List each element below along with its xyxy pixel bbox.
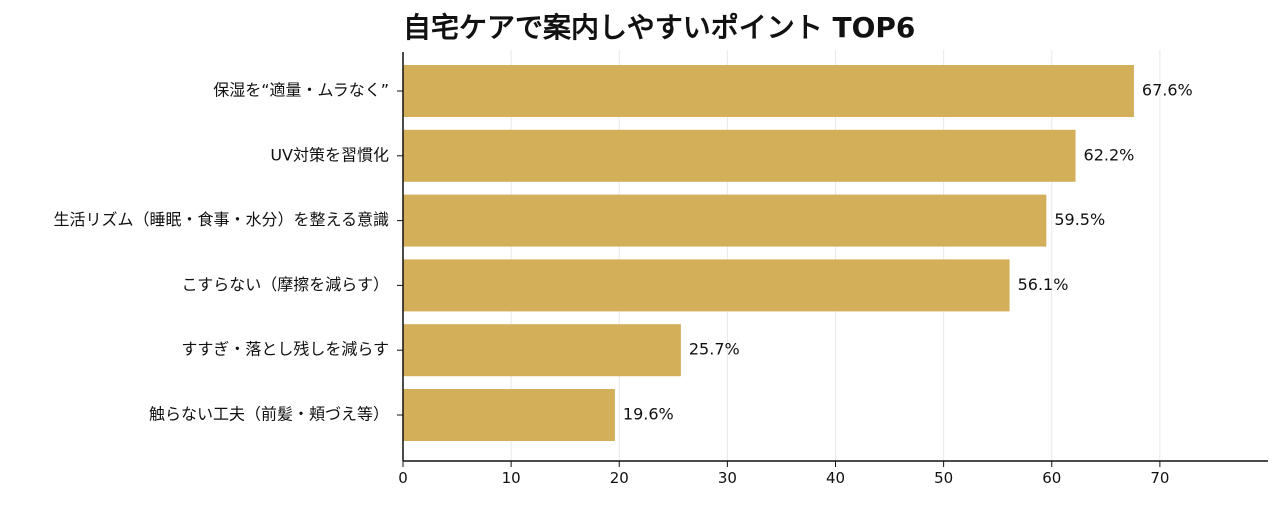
bar (403, 65, 1134, 117)
bar (403, 389, 615, 441)
bar (403, 324, 681, 377)
category-label: 保湿を“適量・ムラなく” (213, 81, 389, 100)
x-tick-label: 10 (502, 469, 521, 487)
value-label: 62.2% (1084, 145, 1135, 164)
labels-layer: 保湿を“適量・ムラなく” 67.6% UV対策を習慣化 62.2% 生活リズム（睡眠・食… (53, 81, 1192, 424)
bar (403, 194, 1047, 247)
bars-layer (403, 65, 1134, 441)
x-tick-label: 70 (1150, 469, 1169, 487)
value-label: 56.1% (1018, 275, 1069, 294)
x-tick-label: 50 (934, 469, 953, 487)
category-label: すすぎ・落とし残しを減らす (181, 340, 389, 359)
bar (403, 259, 1010, 312)
category-label: こすらない（摩擦を減らす） (182, 275, 389, 294)
bar (403, 129, 1076, 182)
value-label: 25.7% (689, 340, 740, 359)
category-label: 生活リズム（睡眠・食事・水分）を整える意識 (53, 210, 389, 229)
category-label: UV対策を習慣化 (270, 145, 389, 164)
x-tick-label: 40 (826, 469, 845, 487)
x-axis: 0 10 20 30 40 50 60 70 (398, 52, 1268, 487)
chart-title: 自宅ケアで案内しやすいポイント TOP6 (403, 11, 915, 44)
x-tick-label: 30 (718, 469, 737, 487)
grid-layer (510, 50, 1161, 461)
x-tick-label: 60 (1042, 469, 1061, 487)
x-tick-label: 20 (610, 469, 629, 487)
category-label: 触らない工夫（前髪・頬づえ等） (149, 405, 389, 424)
value-label: 67.6% (1142, 81, 1193, 100)
value-label: 59.5% (1054, 210, 1105, 229)
value-label: 19.6% (623, 405, 674, 424)
x-tick-label: 0 (398, 469, 408, 487)
